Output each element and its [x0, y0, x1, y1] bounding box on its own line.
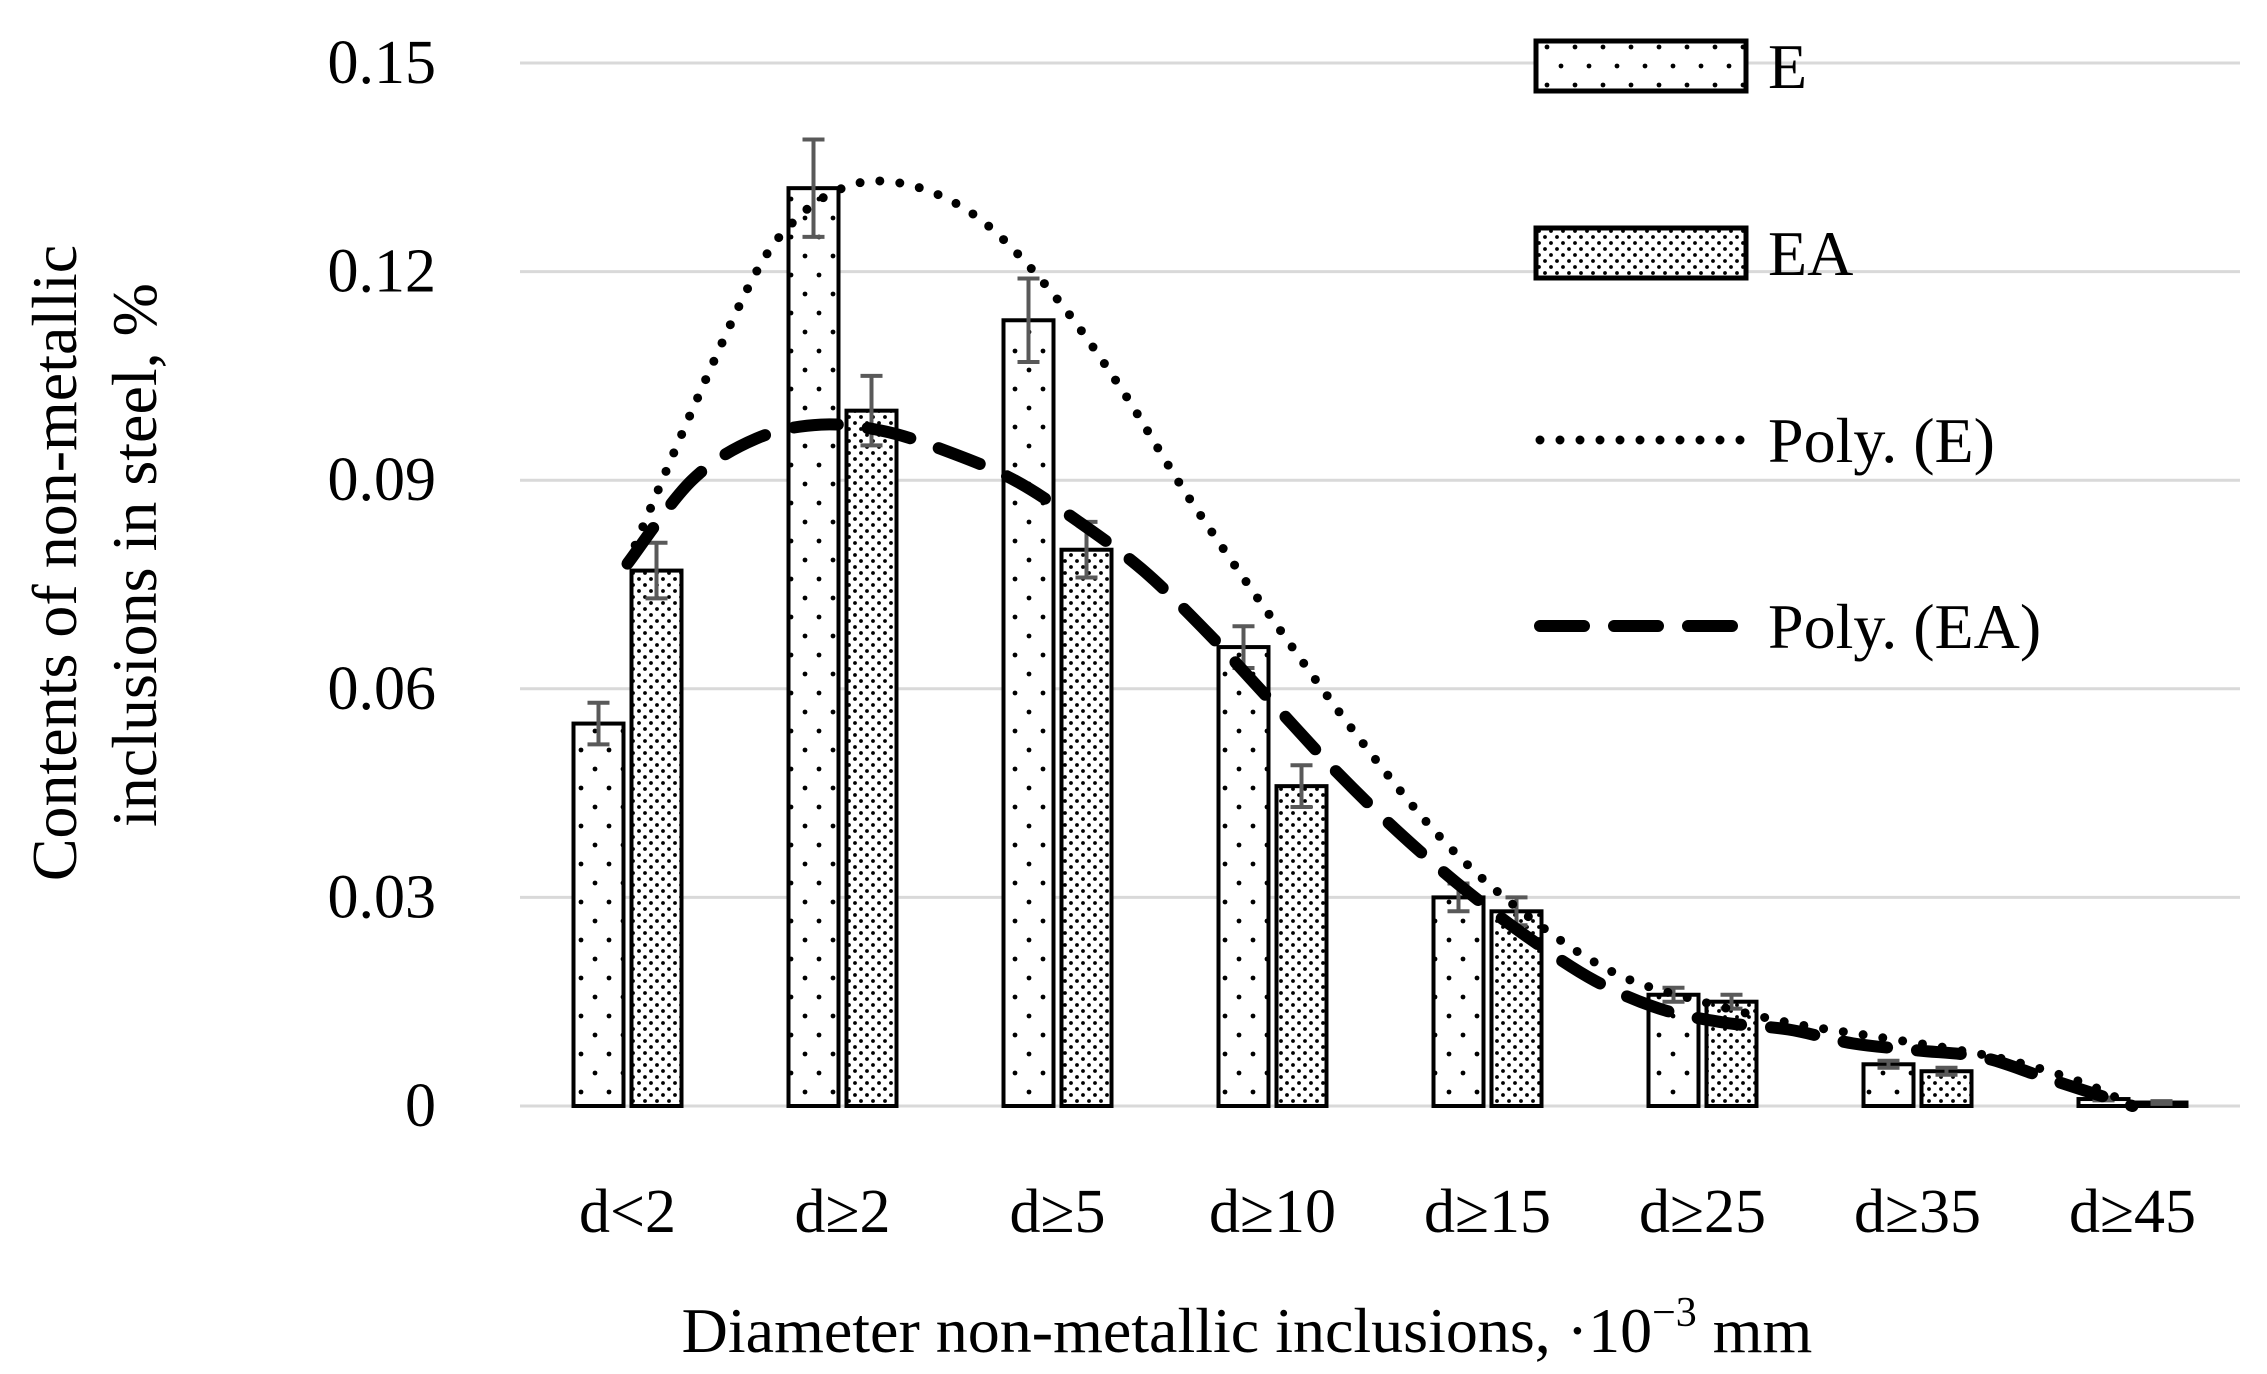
x-axis-title-unit: mm: [1697, 1295, 1813, 1366]
trendline-ea: [621, 418, 2139, 1112]
bar-e-2: [1001, 318, 1056, 1109]
legend: E EA Poly. (E) Poly. (EA): [1533, 31, 2041, 662]
error-bar-e-2: [1017, 276, 1040, 364]
x-tick-label: d<2: [579, 1178, 676, 1246]
legend-label: Poly. (EA): [1768, 591, 2041, 662]
bar-ea-6: [1919, 1069, 1974, 1108]
bar-e-1: [786, 186, 841, 1109]
x-axis-ticks: d<2 d≥2 d≥5 d≥10 d≥15 d≥25 d≥35 d≥45: [579, 1178, 2196, 1246]
bar-ea-0: [629, 568, 684, 1108]
error-bar-ea-7: [2150, 1099, 2173, 1106]
error-bar-e-5: [1662, 985, 1685, 1004]
x-tick-label: d≥10: [1209, 1178, 1336, 1246]
bar-e-4: [1431, 895, 1486, 1109]
y-axis-title-line-2: inclusions in steel, %: [99, 283, 170, 827]
bar-e-3: [1216, 645, 1271, 1109]
legend-entry-poly-e: Poly. (E): [1535, 405, 1995, 476]
legend-label: Poly. (E): [1768, 405, 1995, 476]
x-tick-label: d≥5: [1009, 1178, 1105, 1246]
x-tick-label: d≥45: [2069, 1178, 2196, 1246]
y-tick-label: 0.09: [328, 446, 437, 514]
legend-label: EA: [1768, 218, 1853, 289]
legend-entry-e: E: [1533, 31, 1807, 102]
error-bar-e-1: [802, 137, 825, 239]
y-tick-label: 0.03: [328, 863, 437, 931]
x-axis-title-main: Diameter non-metallic inclusions, ·10: [682, 1295, 1652, 1366]
bar-ea-3: [1274, 784, 1329, 1108]
y-axis-title: Contents of non-metallic inclusions in s…: [19, 229, 170, 881]
y-tick-label: 0.12: [328, 238, 437, 306]
bar-e-0: [571, 721, 626, 1108]
x-axis-title: Diameter non-metallic inclusions, ·10−3 …: [682, 1290, 1813, 1366]
error-bar-e-0: [587, 700, 610, 747]
trendlines: [621, 176, 2139, 1112]
bar-ea-2: [1059, 547, 1114, 1108]
y-axis-ticks: 0 0.03 0.06 0.09 0.12 0.15: [328, 29, 437, 1140]
legend-swatch-ea: [1533, 225, 1749, 281]
x-tick-label: d≥25: [1639, 1178, 1766, 1246]
y-tick-label: 0.15: [328, 29, 437, 97]
bar-ea-1: [844, 408, 899, 1108]
legend-label: E: [1768, 31, 1807, 102]
legend-entry-ea: EA: [1533, 218, 1853, 289]
error-bar-ea-6: [1935, 1065, 1958, 1077]
x-axis-title-exponent: −3: [1652, 1290, 1697, 1336]
legend-swatch-e: [1533, 38, 1749, 94]
error-bar-ea-3: [1290, 763, 1313, 810]
x-tick-label: d≥35: [1854, 1178, 1981, 1246]
y-tick-label: 0: [405, 1072, 436, 1140]
x-tick-label: d≥15: [1424, 1178, 1551, 1246]
gridlines: [520, 61, 2240, 1108]
y-tick-label: 0.06: [328, 655, 437, 723]
y-axis-title-line-1: Contents of non-metallic: [19, 245, 90, 881]
error-bar-e-6: [1877, 1058, 1900, 1070]
legend-entry-poly-ea: Poly. (EA): [1534, 591, 2041, 662]
bar-e-6: [1861, 1062, 1916, 1109]
x-tick-label: d≥2: [794, 1178, 890, 1246]
